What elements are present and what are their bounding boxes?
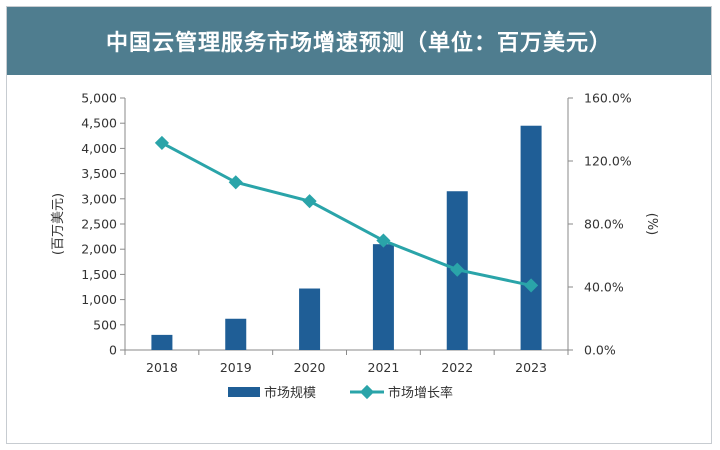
bar-market-size xyxy=(520,125,542,350)
y-tick-label-left: 1,000 xyxy=(81,292,117,307)
y-tick-label-left: 4,000 xyxy=(81,141,117,156)
x-tick-label: 2023 xyxy=(515,360,547,375)
y-tick-label-left: 3,500 xyxy=(81,166,117,181)
y-tick-label-left: 4,500 xyxy=(81,116,117,131)
point-growth-rate xyxy=(450,262,465,277)
y-tick-label-right: 0.0% xyxy=(584,343,616,358)
y-axis-title-left: (百万美元) xyxy=(51,193,66,255)
point-growth-rate xyxy=(302,194,317,209)
line-growth-rate xyxy=(161,141,532,287)
point-growth-rate xyxy=(376,233,391,248)
legend-marker-line xyxy=(359,384,375,400)
x-tick-label: 2021 xyxy=(368,360,400,375)
y-tick-label-right: 160.0% xyxy=(584,91,632,106)
y-tick-label-left: 500 xyxy=(93,317,117,332)
y-tick-label-left: 0 xyxy=(109,343,117,358)
bar-market-size xyxy=(372,244,394,350)
point-growth-rate xyxy=(154,135,169,150)
point-growth-rate xyxy=(228,175,243,190)
y-tick-label-left: 5,000 xyxy=(81,91,117,106)
y-tick-label-left: 3,000 xyxy=(81,191,117,206)
y-tick-label-left: 2,000 xyxy=(81,242,117,257)
legend-swatch-bar xyxy=(228,387,260,397)
chart-frame: 中国云管理服务市场增速预测（单位：百万美元） xyxy=(6,6,712,444)
y-axis-title-right: (%) xyxy=(644,213,659,236)
y-tick-label-left: 2,500 xyxy=(81,217,117,232)
y-tick-label-left: 1,500 xyxy=(81,267,117,282)
bar-market-size xyxy=(299,288,321,350)
bar-market-size xyxy=(225,318,247,350)
x-tick-label: 2020 xyxy=(294,360,326,375)
title-bar: 中国云管理服务市场增速预测（单位：百万美元） xyxy=(7,7,711,75)
y-tick-label-right: 80.0% xyxy=(584,217,624,232)
point-growth-rate xyxy=(524,278,539,293)
x-tick-label: 2022 xyxy=(441,360,473,375)
x-tick-label: 2018 xyxy=(146,360,178,375)
bar-market-size xyxy=(151,334,173,350)
y-tick-label-right: 40.0% xyxy=(584,280,624,295)
y-tick-label-right: 120.0% xyxy=(584,154,632,169)
x-tick-label: 2019 xyxy=(220,360,252,375)
legend-label-bar: 市场规模 xyxy=(264,385,316,401)
chart-title: 中国云管理服务市场增速预测（单位：百万美元） xyxy=(105,30,612,56)
legend-label-line: 市场增长率 xyxy=(388,385,453,401)
